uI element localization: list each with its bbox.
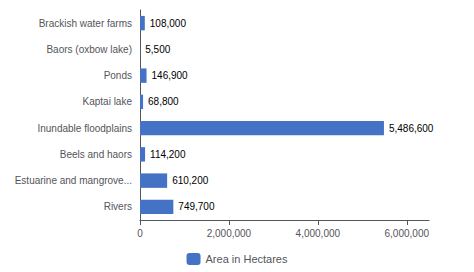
svg-text:Kaptai lake: Kaptai lake: [83, 96, 133, 107]
svg-text:4,000,000: 4,000,000: [296, 228, 341, 239]
svg-text:108,000: 108,000: [150, 18, 187, 29]
svg-text:2,000,000: 2,000,000: [207, 228, 252, 239]
svg-text:Estuarine and mangrove...: Estuarine and mangrove...: [15, 175, 132, 186]
svg-text:5,500: 5,500: [145, 44, 170, 55]
svg-text:146,900: 146,900: [152, 70, 189, 81]
svg-text:Inundable floodplains: Inundable floodplains: [37, 123, 132, 134]
svg-text:Rivers: Rivers: [104, 201, 132, 212]
svg-text:Beels and haors: Beels and haors: [60, 149, 132, 160]
svg-text:Ponds: Ponds: [104, 70, 132, 81]
svg-text:Brackish water farms: Brackish water farms: [39, 18, 132, 29]
svg-text:Area in Hectares: Area in Hectares: [206, 253, 288, 265]
svg-text:749,700: 749,700: [178, 201, 215, 212]
svg-text:Baors (oxbow lake): Baors (oxbow lake): [46, 44, 132, 55]
svg-text:6,000,000: 6,000,000: [385, 228, 430, 239]
svg-text:68,800: 68,800: [148, 96, 179, 107]
svg-text:114,200: 114,200: [150, 149, 186, 160]
svg-text:5,486,600: 5,486,600: [389, 123, 434, 134]
svg-text:610,200: 610,200: [172, 175, 209, 186]
svg-text:0: 0: [137, 228, 143, 239]
